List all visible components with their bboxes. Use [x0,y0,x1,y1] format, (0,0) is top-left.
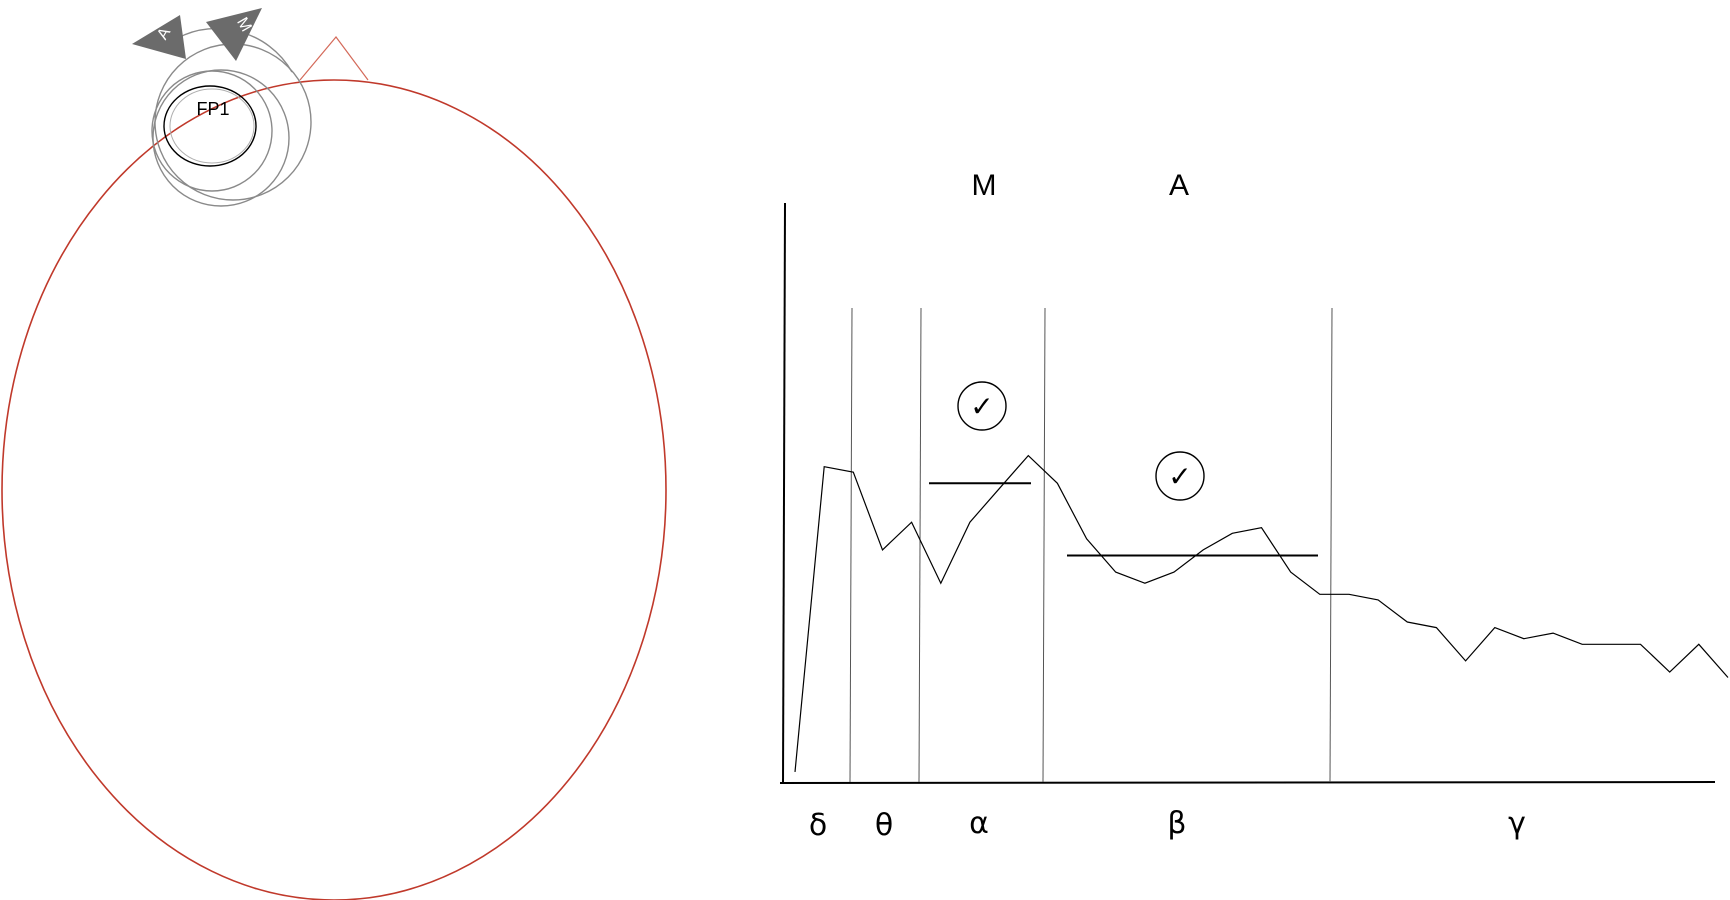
band-label-alpha: α [969,806,989,841]
alpha-top-label: M [972,169,997,202]
band-divider-theta-alpha [918,307,922,783]
beta-check-mark: ✓ [1168,460,1191,493]
electrode-fp1-shadow [169,88,255,164]
sensor-ring-inner [151,70,273,192]
nose-outline [299,36,369,81]
electrode-label: FP1 [196,99,229,119]
x-axis [779,781,1716,784]
band-label-gamma: γ [1508,806,1526,841]
alpha-check: ✓ [957,381,1007,431]
band-label-theta: θ [875,808,893,843]
beta-top-label: A [1169,169,1189,202]
y-axis [782,202,786,785]
band-label-beta: β [1167,806,1186,841]
band-divider-beta-gamma [1329,307,1333,783]
spectrum-line [794,454,1729,772]
sensor-m: M [206,8,262,61]
head-diagram: FP1 A M [1,8,667,900]
band-divider-alpha-beta [1042,307,1046,783]
band-label-delta: δ [809,808,827,843]
sensor-a: A [132,15,186,59]
sensor-ring-middle [152,69,290,207]
electrode-fp1 [163,85,257,167]
spectrum-chart: ✓ ✓ M A δ θ α β γ [779,169,1729,843]
band-divider-delta-theta [849,307,853,783]
sensor-m-triangle [206,8,262,61]
beta-check-circle [1155,451,1205,501]
alpha-check-circle [957,381,1007,431]
alpha-check-mark: ✓ [970,390,993,423]
sensor-a-triangle [132,15,186,59]
head-outline [1,79,667,900]
beta-check: ✓ [1155,451,1205,501]
